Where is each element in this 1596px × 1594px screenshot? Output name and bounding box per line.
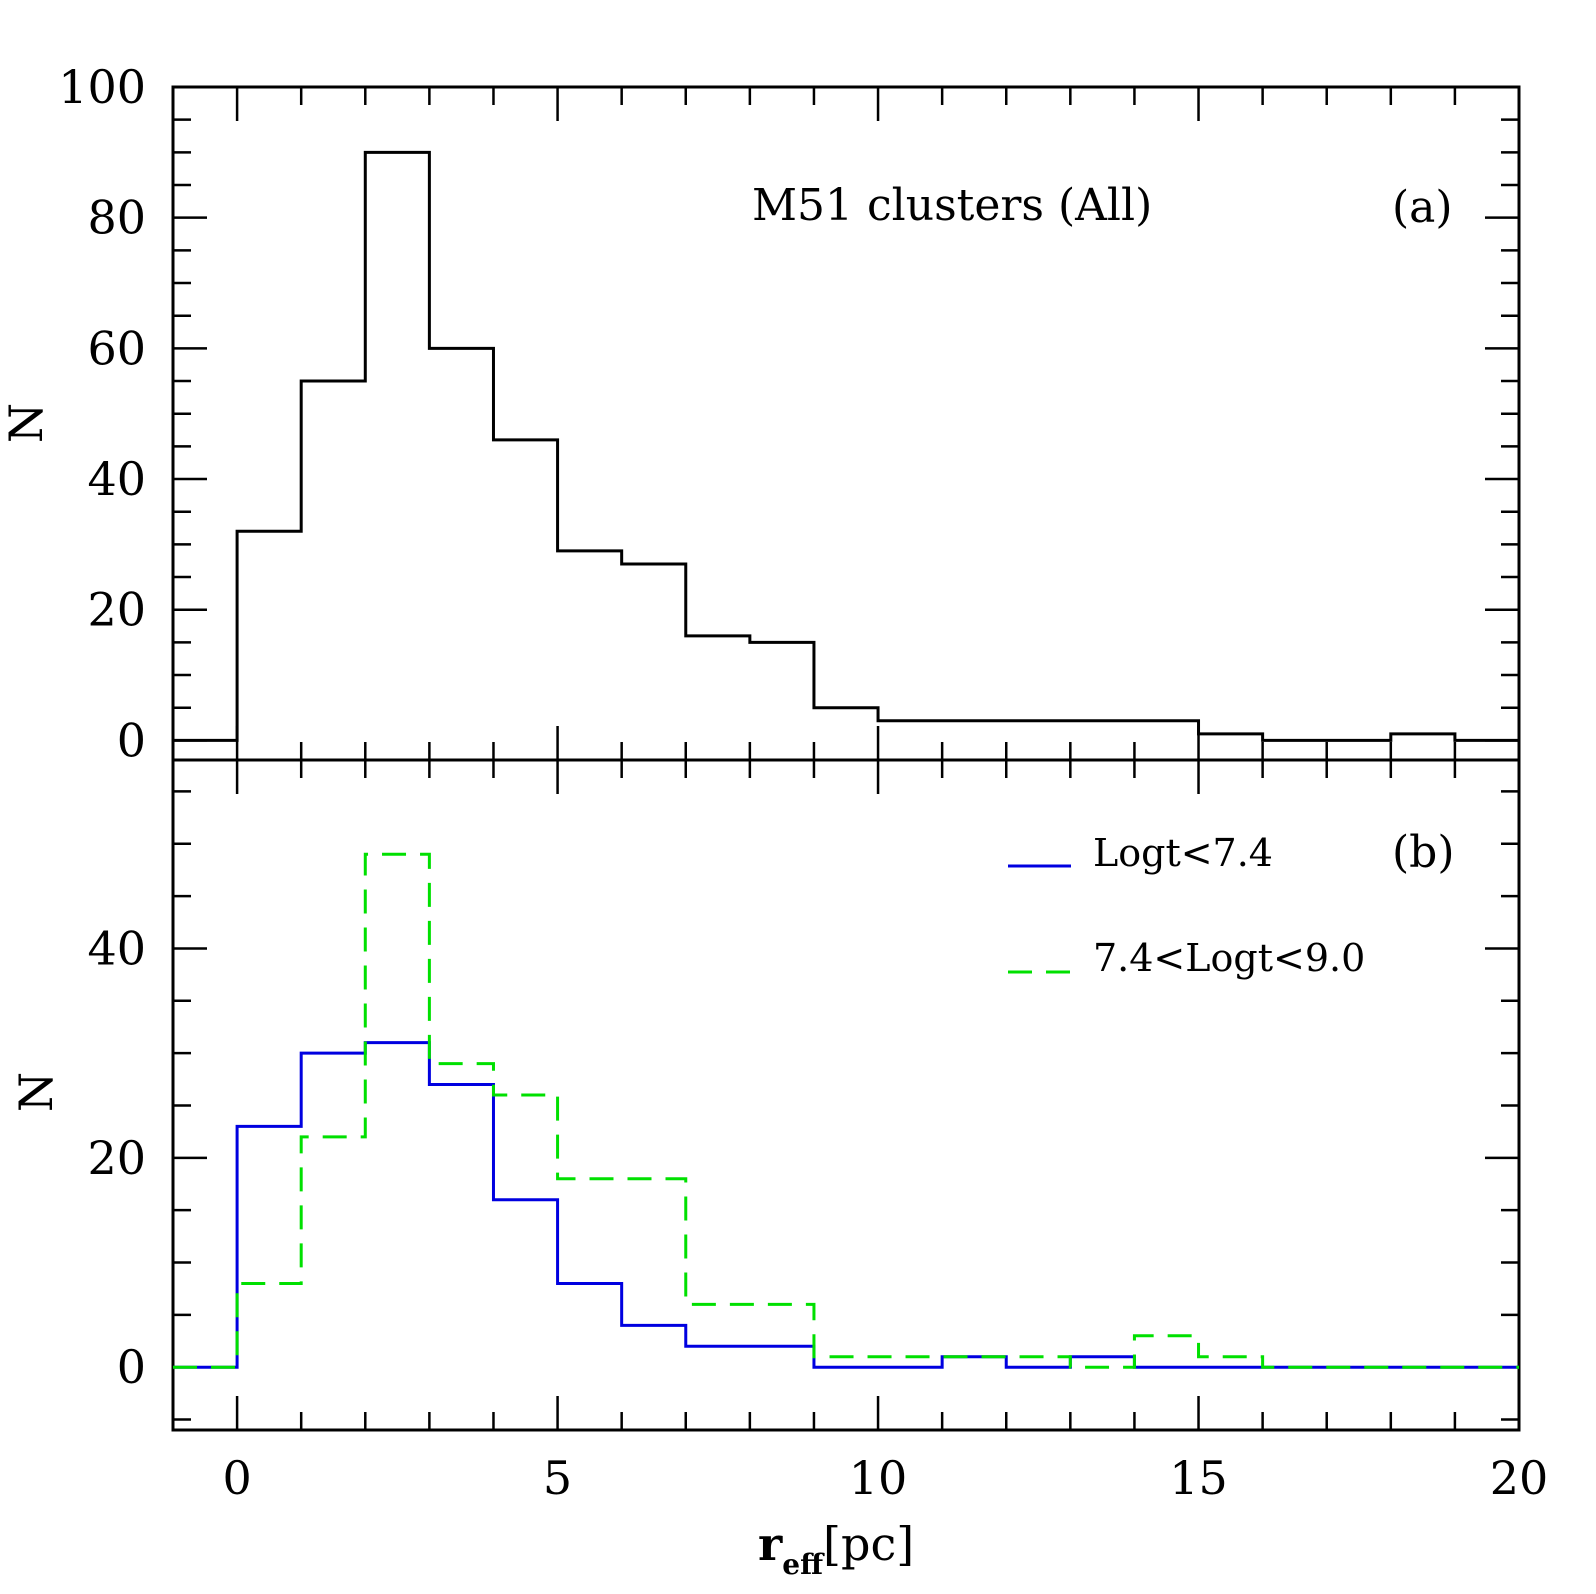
panel-b-ticks xyxy=(173,760,1519,1430)
y-tick-label: 0 xyxy=(117,1340,146,1394)
panel-a-title: M51 clusters (All) xyxy=(752,180,1152,231)
panel-b-xtick-labels: 0 5 10 15 20 xyxy=(222,1451,1548,1505)
x-tick-label: 0 xyxy=(222,1451,251,1505)
x-tick-label: 5 xyxy=(543,1451,572,1505)
panel-a-series xyxy=(173,150,1519,742)
x-axis-title-main: r xyxy=(758,1517,783,1571)
y-tick-label: 0 xyxy=(117,713,146,767)
histogram-series-7-4-logt-9-0 xyxy=(173,852,1519,1369)
panel-b-frame xyxy=(171,758,1521,1432)
histogram-series-logt-7-4 xyxy=(173,1041,1519,1369)
y-axis-title-b: N xyxy=(9,1072,63,1112)
x-axis-title-unit: [pc] xyxy=(823,1517,914,1571)
y-tick-label: 40 xyxy=(87,921,146,975)
legend-label-young: Logt<7.4 xyxy=(1093,831,1273,875)
histogram-series-all xyxy=(173,150,1519,742)
y-tick-label: 20 xyxy=(87,583,146,637)
x-tick-label: 20 xyxy=(1490,1451,1549,1505)
panel-a-ticks xyxy=(173,87,1519,760)
panel-b-label: (b) xyxy=(1392,827,1455,878)
y-axis-title-a: N xyxy=(0,403,53,443)
x-tick-label: 15 xyxy=(1169,1451,1228,1505)
y-tick-label: 60 xyxy=(87,321,146,375)
x-axis-title-subscript: eff xyxy=(782,1548,825,1581)
x-tick-label: 10 xyxy=(849,1451,908,1505)
x-axis-title: reff[pc] xyxy=(758,1517,914,1581)
y-tick-label: 100 xyxy=(58,60,146,114)
legend-label-old: 7.4<Logt<9.0 xyxy=(1093,936,1365,980)
y-tick-label: 40 xyxy=(87,452,146,506)
y-tick-label: 80 xyxy=(87,191,146,245)
panel-a-ytick-labels: 0 20 40 60 80 100 xyxy=(58,60,146,767)
panel-b-series xyxy=(173,852,1519,1369)
panel-a-label: (a) xyxy=(1392,182,1453,233)
y-tick-label: 20 xyxy=(87,1131,146,1185)
panel-b-ytick-labels: 0 20 40 xyxy=(87,921,146,1394)
